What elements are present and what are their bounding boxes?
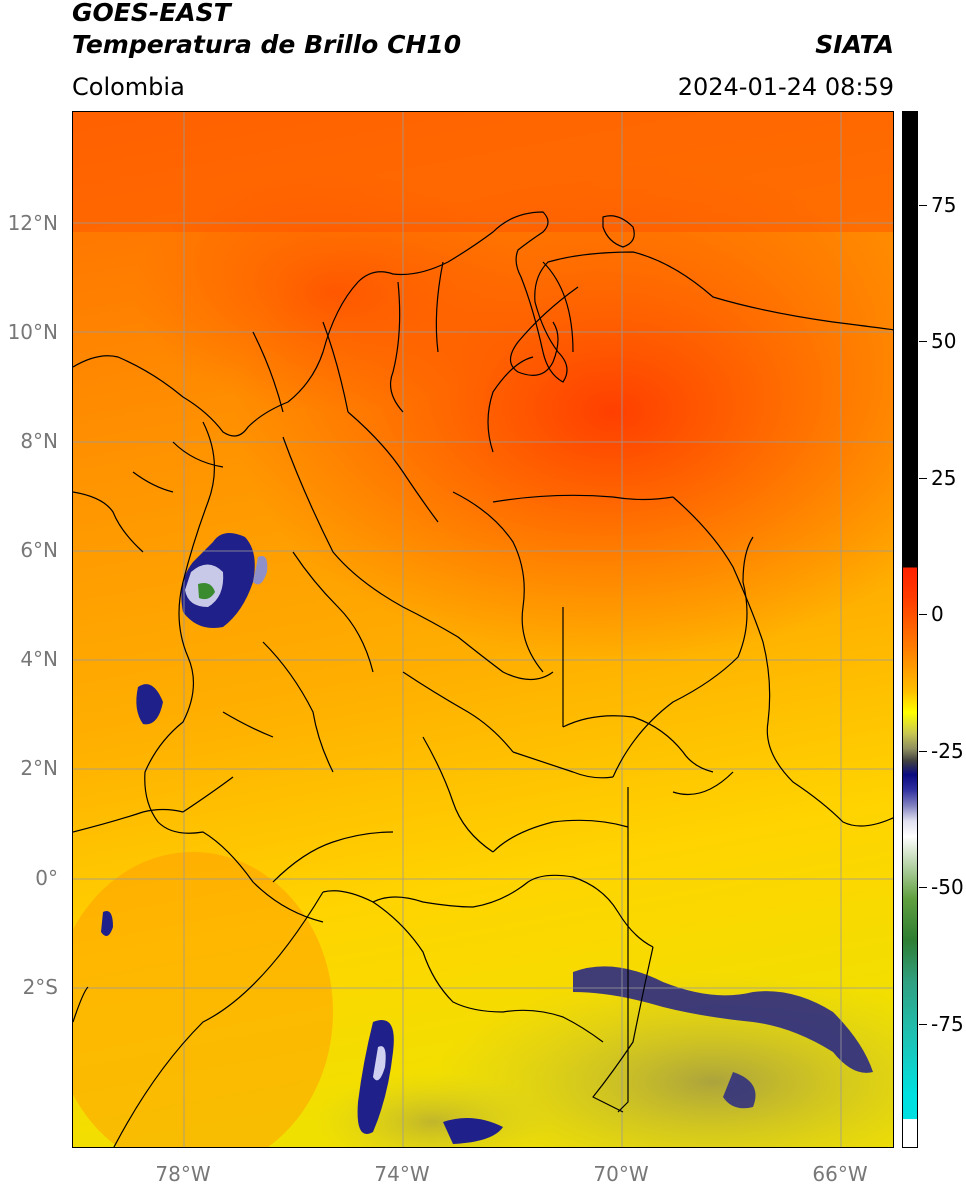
lat-label-6n: 6°N — [20, 538, 58, 562]
cold-cloud-amazon-east — [573, 966, 873, 1073]
lat-label-2n: 2°N — [20, 756, 58, 780]
lat-label-12n: 12°N — [7, 211, 58, 235]
lon-label-78w: 78°W — [155, 1162, 211, 1186]
lon-label-70w: 70°W — [593, 1162, 649, 1186]
colorbar-tick-minus75: -75 — [931, 1012, 964, 1036]
colorbar-tick-0: 0 — [931, 602, 944, 626]
lat-label-equator: 0° — [35, 866, 58, 890]
colorbar-tick-50: 50 — [931, 329, 957, 353]
colorbar — [902, 111, 918, 1148]
product-title: Temperatura de Brillo CH10 — [72, 30, 462, 59]
region-label: Colombia — [72, 73, 185, 101]
lon-label-74w: 74°W — [374, 1162, 430, 1186]
timestamp-label: 2024-01-24 08:59 — [677, 73, 894, 101]
agency-label: SIATA — [815, 30, 894, 59]
lon-label-66w: 66°W — [812, 1162, 868, 1186]
map-panel[interactable] — [72, 111, 894, 1148]
lat-label-10n: 10°N — [7, 320, 58, 344]
colorbar-tick-25: 25 — [931, 466, 957, 490]
graticule — [73, 112, 893, 1147]
cold-cloud-pacific — [136, 684, 163, 725]
colorbar-tick-minus25: -25 — [931, 739, 964, 763]
colorbar-tick-minus50: -50 — [931, 875, 964, 899]
lat-label-8n: 8°N — [20, 429, 58, 453]
boundaries — [73, 211, 893, 1147]
satellite-title: GOES-EAST — [72, 0, 231, 27]
lat-label-2s: 2°S — [22, 975, 58, 999]
colorbar-tick-75: 75 — [931, 193, 957, 217]
map-canvas — [73, 112, 893, 1147]
lat-label-4n: 4°N — [20, 647, 58, 671]
